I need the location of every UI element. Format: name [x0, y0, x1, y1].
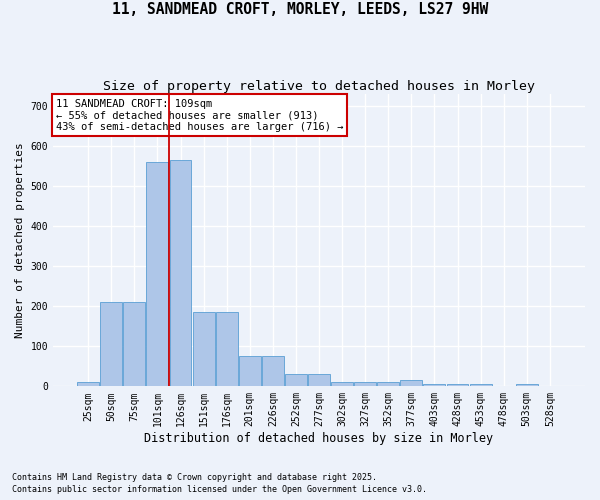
X-axis label: Distribution of detached houses by size in Morley: Distribution of detached houses by size …	[145, 432, 494, 445]
Bar	[400, 380, 422, 386]
Text: 11, SANDMEAD CROFT, MORLEY, LEEDS, LS27 9HW: 11, SANDMEAD CROFT, MORLEY, LEEDS, LS27 …	[112, 2, 488, 18]
Bar	[285, 374, 307, 386]
Bar	[516, 384, 538, 386]
Y-axis label: Number of detached properties: Number of detached properties	[15, 142, 25, 338]
Bar	[424, 384, 445, 386]
Bar	[146, 162, 169, 386]
Bar	[193, 312, 215, 386]
Bar	[216, 312, 238, 386]
Bar	[354, 382, 376, 386]
Bar	[331, 382, 353, 386]
Bar	[446, 384, 469, 386]
Bar	[377, 382, 399, 386]
Bar	[262, 356, 284, 386]
Title: Size of property relative to detached houses in Morley: Size of property relative to detached ho…	[103, 80, 535, 93]
Bar	[77, 382, 99, 386]
Text: 11 SANDMEAD CROFT: 109sqm
← 55% of detached houses are smaller (913)
43% of semi: 11 SANDMEAD CROFT: 109sqm ← 55% of detac…	[56, 98, 343, 132]
Bar	[124, 302, 145, 386]
Bar	[308, 374, 330, 386]
Bar	[170, 160, 191, 386]
Text: Contains HM Land Registry data © Crown copyright and database right 2025.: Contains HM Land Registry data © Crown c…	[12, 472, 377, 482]
Text: Contains public sector information licensed under the Open Government Licence v3: Contains public sector information licen…	[12, 485, 427, 494]
Bar	[470, 384, 491, 386]
Bar	[100, 302, 122, 386]
Bar	[239, 356, 261, 386]
